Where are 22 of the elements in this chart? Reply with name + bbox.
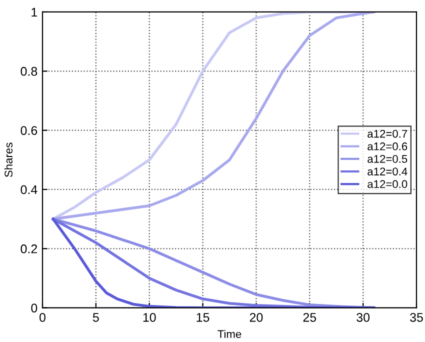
legend-label: a12=0.0 bbox=[368, 180, 408, 188]
line-series bbox=[52, 218, 376, 308]
x-tick-label: 20 bbox=[250, 312, 263, 322]
y-tick-label: 0.4 bbox=[20, 185, 38, 194]
legend-label: a12=0.5 bbox=[368, 155, 408, 163]
x-tick-label: 35 bbox=[410, 312, 423, 322]
x-tick-label: 10 bbox=[143, 312, 156, 322]
y-tick-label: 0.2 bbox=[20, 244, 38, 254]
y-axis-title: Shares bbox=[4, 142, 13, 177]
legend-label: a12=0.7 bbox=[368, 130, 408, 138]
x-tick-label: 15 bbox=[196, 313, 210, 322]
x-tick-label: 30 bbox=[356, 312, 370, 322]
x-tick-label: 5 bbox=[92, 313, 99, 322]
y-tick-label: 1 bbox=[32, 8, 38, 16]
legend-label: a12=0.4 bbox=[368, 168, 408, 176]
legend-label: a12=0.6 bbox=[368, 142, 408, 150]
x-axis-title: Time bbox=[218, 330, 242, 338]
x-tick-label: 25 bbox=[303, 312, 316, 322]
y-tick-label: 0.8 bbox=[20, 66, 38, 76]
y-tick-label: 0.6 bbox=[20, 126, 38, 135]
y-tick-label: 0 bbox=[31, 304, 38, 312]
x-tick-label: 0 bbox=[40, 312, 46, 322]
